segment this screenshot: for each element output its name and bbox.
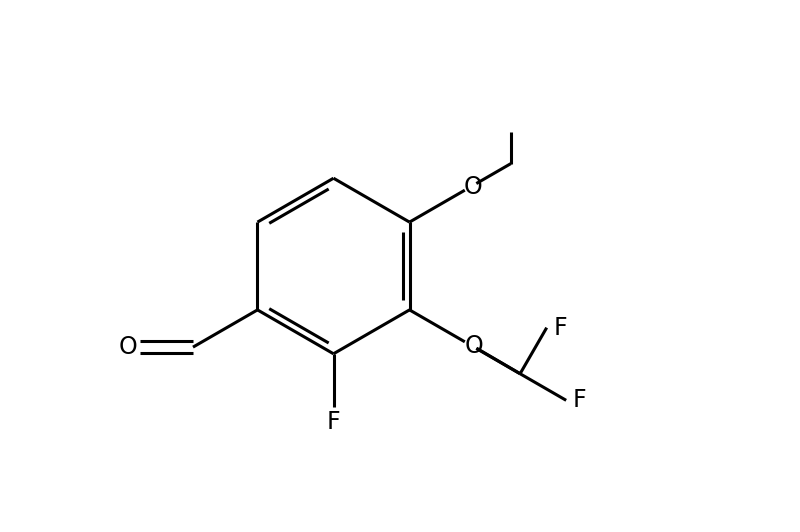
Text: O: O — [464, 175, 482, 199]
Text: F: F — [573, 388, 586, 412]
Text: F: F — [553, 315, 567, 339]
Text: F: F — [326, 410, 340, 434]
Text: O: O — [465, 334, 483, 358]
Text: O: O — [118, 335, 138, 359]
